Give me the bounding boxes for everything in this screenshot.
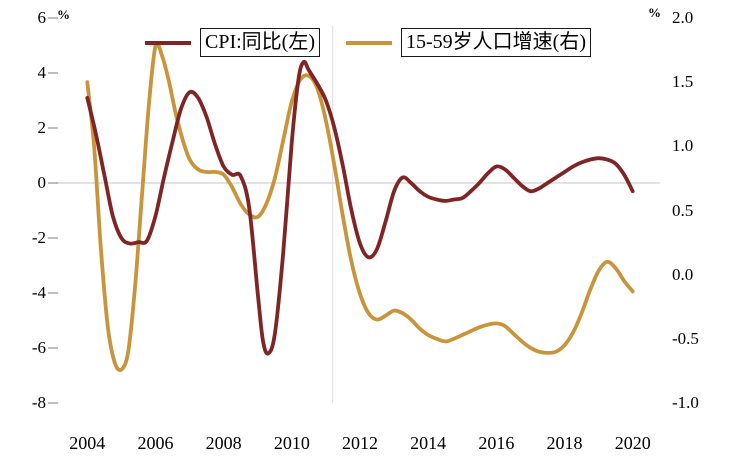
- legend: CPI:同比(左) 15-59岁人口增速(右): [0, 28, 736, 57]
- population-line: [85, 41, 635, 373]
- legend-item-population: 15-59岁人口增速(右): [346, 28, 591, 57]
- population-line-swatch: [346, 40, 392, 45]
- cpi-legend-label: CPI:同比(左): [200, 28, 320, 57]
- right-axis-unit-label: %: [648, 5, 661, 20]
- population-legend-label: 15-59岁人口增速(右): [401, 28, 591, 57]
- left-axis-unit-label: %: [57, 7, 70, 22]
- cpi-line: [85, 59, 635, 356]
- cpi-line-swatch: [145, 40, 191, 45]
- legend-item-cpi: CPI:同比(左): [145, 28, 320, 57]
